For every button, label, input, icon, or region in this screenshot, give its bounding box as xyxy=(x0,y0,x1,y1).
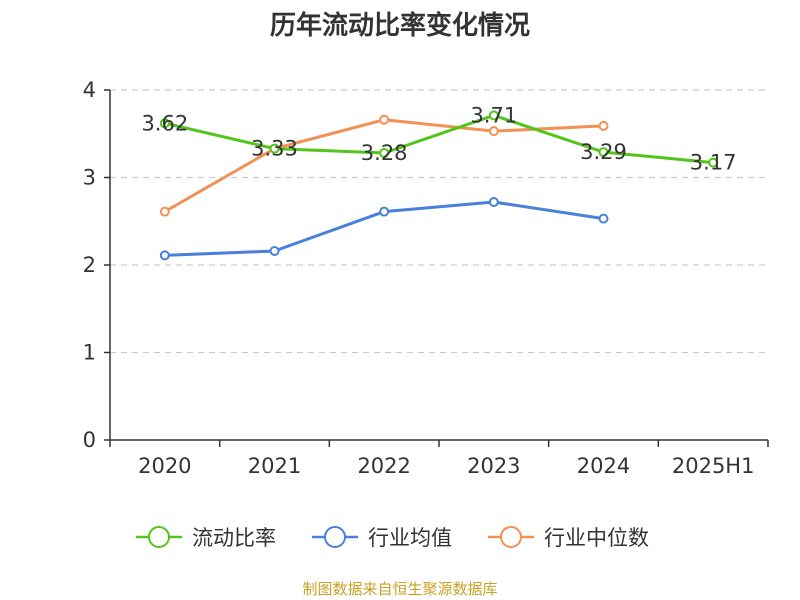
legend-label-series-3: 行业中位数 xyxy=(544,526,649,550)
series-2-point-2022 xyxy=(379,206,390,217)
series-2-point-2020 xyxy=(159,250,170,261)
series-1-point-2022 xyxy=(379,148,390,158)
data-label-2023: 3.71 xyxy=(470,103,517,127)
series-3-point-2024 xyxy=(598,120,609,131)
series-lines xyxy=(159,110,719,261)
data-label-2024: 3.29 xyxy=(580,140,627,164)
series-1-point-2021 xyxy=(269,143,280,154)
x-tick-label-2025H1: 2025H1 xyxy=(672,454,755,478)
data-label-2021: 3.33 xyxy=(251,137,298,161)
series-3-point-2023 xyxy=(488,126,499,137)
data-label-2025H1: 3.17 xyxy=(690,151,737,175)
series-1-line xyxy=(164,113,714,165)
y-tick-label-0: 0 xyxy=(83,428,96,452)
y-tick-label-1: 1 xyxy=(83,341,96,365)
legend-marker-series-3 xyxy=(500,526,522,548)
legend-label-series-1: 流动比率 xyxy=(192,526,276,550)
y-tick-label-3: 3 xyxy=(83,166,96,190)
series-2-point-2024 xyxy=(598,213,609,224)
x-tick-label-2023: 2023 xyxy=(467,454,520,478)
legend-marker-series-2 xyxy=(324,526,346,548)
legend: 流动比率 行业均值 行业中位数 xyxy=(136,526,649,550)
series-1-point-2023 xyxy=(488,110,499,121)
series-1-point-2024 xyxy=(598,147,609,158)
legend-marker-series-1 xyxy=(148,526,170,548)
y-tick-label-4: 4 xyxy=(83,78,96,102)
y-tick-label-2: 2 xyxy=(83,253,96,277)
data-labels: 3.62 3.33 3.28 3.71 3.29 3.17 xyxy=(141,103,736,174)
data-label-2020: 3.62 xyxy=(141,111,188,135)
legend-label-series-2: 行业均值 xyxy=(368,526,452,550)
series-3-point-2022 xyxy=(379,114,390,125)
source-note: 制图数据来自恒生聚源数据库 xyxy=(302,580,497,598)
series-1-point-2020 xyxy=(159,118,170,129)
x-tick-label-2021: 2021 xyxy=(248,454,301,478)
x-tick-label-2022: 2022 xyxy=(357,454,410,478)
series-3-line xyxy=(164,118,604,213)
series-2-point-2023 xyxy=(488,197,499,207)
x-tick-label-2024: 2024 xyxy=(577,454,630,478)
gridlines xyxy=(110,89,768,354)
chart-title: 历年流动比率变化情况 xyxy=(270,10,530,41)
series-1-point-2025H1 xyxy=(708,157,719,168)
series-2-point-2021 xyxy=(269,246,280,256)
data-label-2022: 3.28 xyxy=(361,141,408,165)
axes: 0 1 2 3 4 2020 2021 2022 2023 2024 2025H1 xyxy=(83,78,769,478)
x-tick-label-2020: 2020 xyxy=(138,454,191,478)
series-3-point-2020 xyxy=(159,206,170,217)
